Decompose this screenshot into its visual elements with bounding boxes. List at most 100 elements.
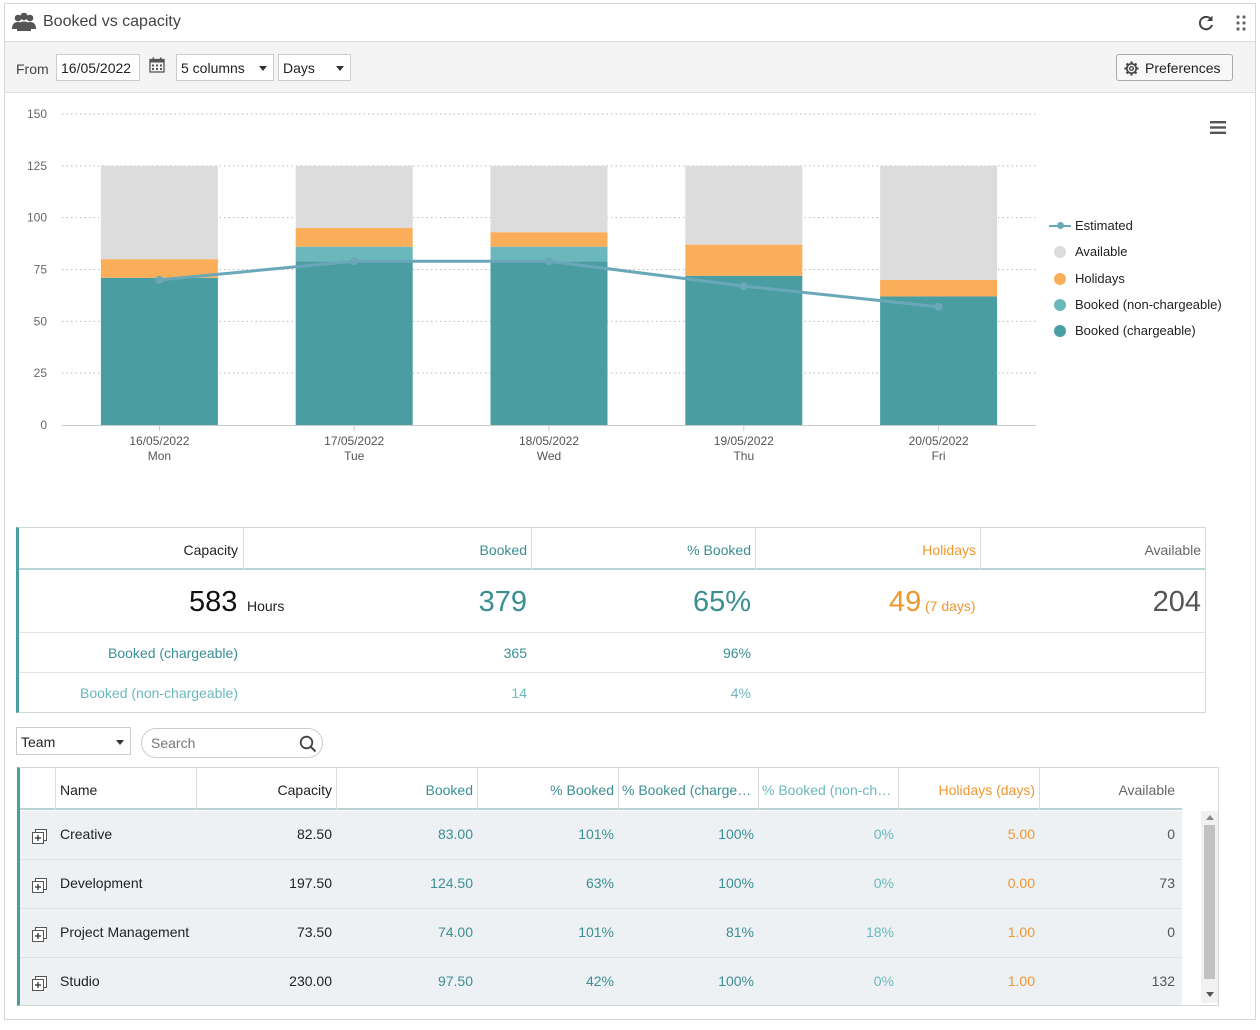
col-header-name[interactable]: Name [60, 782, 98, 798]
cell-pct-booked: 101% [578, 826, 614, 842]
cell-capacity: 197.50 [289, 875, 332, 891]
legend-item-holidays[interactable]: Holidays [1049, 270, 1222, 296]
legend-item-estimated[interactable]: Estimated [1049, 217, 1222, 243]
non-chargeable-value: 14 [511, 685, 527, 701]
summary-non-chargeable-row: Booked (non-chargeable) 14 4% [19, 672, 1205, 712]
panel-titlebar: Booked vs capacity [5, 4, 1255, 42]
scroll-up-icon[interactable] [1206, 815, 1214, 820]
column-divider [336, 768, 337, 810]
x-tick-label: 16/05/2022 [129, 434, 189, 448]
bar-available [490, 165, 608, 233]
legend-item-booked-non-chargeable[interactable]: Booked (non-chargeable) [1049, 296, 1222, 322]
cell-pct-booked: 42% [585, 973, 614, 989]
non-chargeable-pct: 4% [730, 685, 751, 701]
calendar-icon[interactable] [149, 57, 165, 73]
chevron-down-icon [259, 66, 267, 71]
bar-booked-chargeable [685, 275, 803, 425]
cell-booked: 74.00 [437, 924, 473, 940]
cell-name: Studio [60, 973, 100, 989]
y-tick-label: 125 [27, 159, 47, 173]
columns-select[interactable]: 5 columns [176, 54, 274, 81]
gear-icon [1124, 61, 1139, 76]
summary-capacity-header: Capacity [183, 542, 238, 558]
expand-row-icon[interactable] [32, 927, 47, 942]
estimated-point [545, 257, 553, 266]
col-header-pct-chargeable[interactable]: % Booked (chargea... [622, 782, 756, 798]
bar-holidays [490, 232, 608, 247]
expand-row-icon[interactable] [32, 976, 47, 991]
col-header-capacity[interactable]: Capacity [277, 782, 332, 798]
table-row[interactable]: Project Management 73.50 74.00 101% 81% 18% 1.… [20, 909, 1182, 958]
col-header-pct-non-chargeable[interactable]: % Booked (non-cha... [762, 782, 896, 798]
table-row[interactable]: Development 197.50 124.50 63% 100% 0% 0.00 73 [20, 860, 1182, 909]
column-divider [477, 768, 478, 810]
bar-booked-chargeable [100, 277, 218, 425]
col-header-booked[interactable]: Booked [425, 782, 473, 798]
cell-capacity: 230.00 [289, 973, 332, 989]
bar-booked-non-chargeable [295, 246, 413, 262]
team-table: Name Capacity Booked % Booked % Booked (… [17, 767, 1219, 1006]
from-date-input[interactable] [56, 54, 140, 81]
table-row[interactable]: Creative 82.50 83.00 101% 100% 0% 5.00 0 [20, 811, 1182, 860]
x-tick-day-label: Tue [344, 449, 365, 463]
drag-handle-icon[interactable] [1235, 14, 1247, 32]
estimated-point [934, 302, 943, 311]
capacity-total: 583 [189, 586, 238, 618]
search-icon[interactable] [299, 735, 317, 753]
search-box[interactable] [141, 728, 323, 758]
cell-pct-chargeable: 81% [725, 924, 754, 940]
bar-holidays [880, 279, 998, 297]
scroll-thumb[interactable] [1204, 825, 1215, 979]
columns-select-value: 5 columns [181, 60, 245, 76]
y-tick-label: 150 [27, 107, 47, 121]
cell-available: 73 [1159, 875, 1175, 891]
legend-label: Estimated [1075, 218, 1133, 233]
refresh-icon[interactable] [1197, 14, 1215, 32]
summary-totals-row: 583 Hours 379 65% 49 (7 days) 204 [19, 570, 1205, 632]
preferences-button[interactable]: Preferences [1116, 54, 1233, 81]
bar-holidays [100, 259, 218, 278]
legend-item-available[interactable]: Available [1049, 243, 1222, 269]
scroll-down-icon[interactable] [1206, 992, 1214, 997]
table-scrollbar[interactable] [1201, 811, 1218, 1003]
period-select[interactable]: Days [278, 54, 351, 81]
y-tick-label: 50 [34, 314, 48, 328]
col-header-pct-booked[interactable]: % Booked [550, 782, 614, 798]
summary-table: Capacity Booked % Booked Holidays Availa… [16, 527, 1206, 713]
team-table-header: Name Capacity Booked % Booked % Booked (… [20, 768, 1182, 810]
col-header-available[interactable]: Available [1118, 782, 1175, 798]
y-tick-label: 100 [27, 211, 47, 225]
column-divider [980, 528, 981, 570]
x-tick-day-label: Wed [537, 449, 561, 463]
cell-pct-non-chargeable: 0% [873, 826, 894, 842]
cell-available: 0 [1167, 826, 1175, 842]
cell-capacity: 82.50 [296, 826, 332, 842]
preferences-label: Preferences [1145, 60, 1221, 76]
column-divider [755, 528, 756, 570]
swatch-icon [1054, 272, 1066, 285]
from-label: From [16, 61, 49, 77]
table-row[interactable]: Studio 230.00 97.50 42% 100% 0% 1.00 132 [20, 958, 1182, 1005]
summary-booked-header: Booked [479, 542, 527, 558]
column-divider [196, 768, 197, 810]
bar-available [100, 165, 218, 260]
chart-menu-icon[interactable] [1210, 121, 1226, 134]
x-tick-label: 17/05/2022 [324, 434, 384, 448]
x-tick-day-label: Fri [932, 449, 946, 463]
bar-booked-chargeable [880, 296, 998, 425]
search-input[interactable] [151, 735, 291, 751]
group-by-select[interactable]: Team [16, 727, 131, 755]
column-divider [55, 768, 56, 810]
expand-row-icon[interactable] [32, 829, 47, 844]
legend-item-booked-chargeable[interactable]: Booked (chargeable) [1049, 322, 1222, 348]
expand-row-icon[interactable] [32, 878, 47, 893]
bar-booked-chargeable [295, 261, 413, 425]
col-header-holidays[interactable]: Holidays (days) [938, 782, 1035, 798]
bar-holidays [685, 244, 803, 276]
column-divider [1039, 768, 1040, 810]
cell-pct-non-chargeable: 0% [873, 973, 894, 989]
column-divider [243, 528, 244, 570]
cell-pct-booked: 101% [578, 924, 614, 940]
y-tick-label: 75 [34, 263, 48, 277]
bar-booked-chargeable [490, 261, 608, 425]
